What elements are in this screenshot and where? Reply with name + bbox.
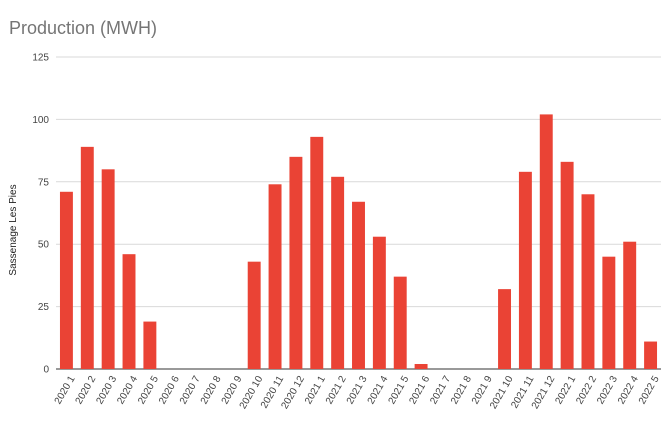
chart-title: Production (MWH)	[9, 18, 158, 38]
bar	[331, 176, 345, 369]
bar	[143, 321, 157, 369]
bar	[560, 161, 574, 369]
bar	[80, 146, 94, 369]
y-tick-label: 0	[43, 365, 49, 376]
y-tick-label: 100	[32, 115, 49, 126]
bar	[352, 201, 365, 369]
bar	[247, 261, 261, 369]
bar	[539, 114, 553, 370]
y-tick-label: 50	[38, 240, 50, 251]
bar	[644, 341, 658, 369]
y-tick-label: 25	[38, 302, 50, 313]
bar	[268, 184, 282, 369]
bars	[59, 114, 658, 370]
y-tick-labels: 0 25 50 75 100 125	[32, 53, 49, 376]
bar	[414, 364, 428, 369]
bar	[59, 191, 73, 369]
bar	[581, 194, 595, 369]
bar	[518, 171, 532, 369]
bar	[122, 254, 136, 369]
bar	[372, 236, 386, 369]
bar	[498, 289, 512, 369]
bar	[623, 241, 637, 369]
bar	[393, 276, 407, 369]
y-tick-label: 75	[38, 177, 50, 188]
y-tick-label: 125	[32, 53, 49, 64]
bar	[310, 136, 324, 369]
bar	[289, 156, 303, 369]
y-axis-label: Sassenage Les Pies	[8, 184, 19, 275]
x-tick-label: 2022 5	[637, 374, 662, 406]
bar	[602, 256, 616, 369]
bar	[101, 169, 115, 369]
